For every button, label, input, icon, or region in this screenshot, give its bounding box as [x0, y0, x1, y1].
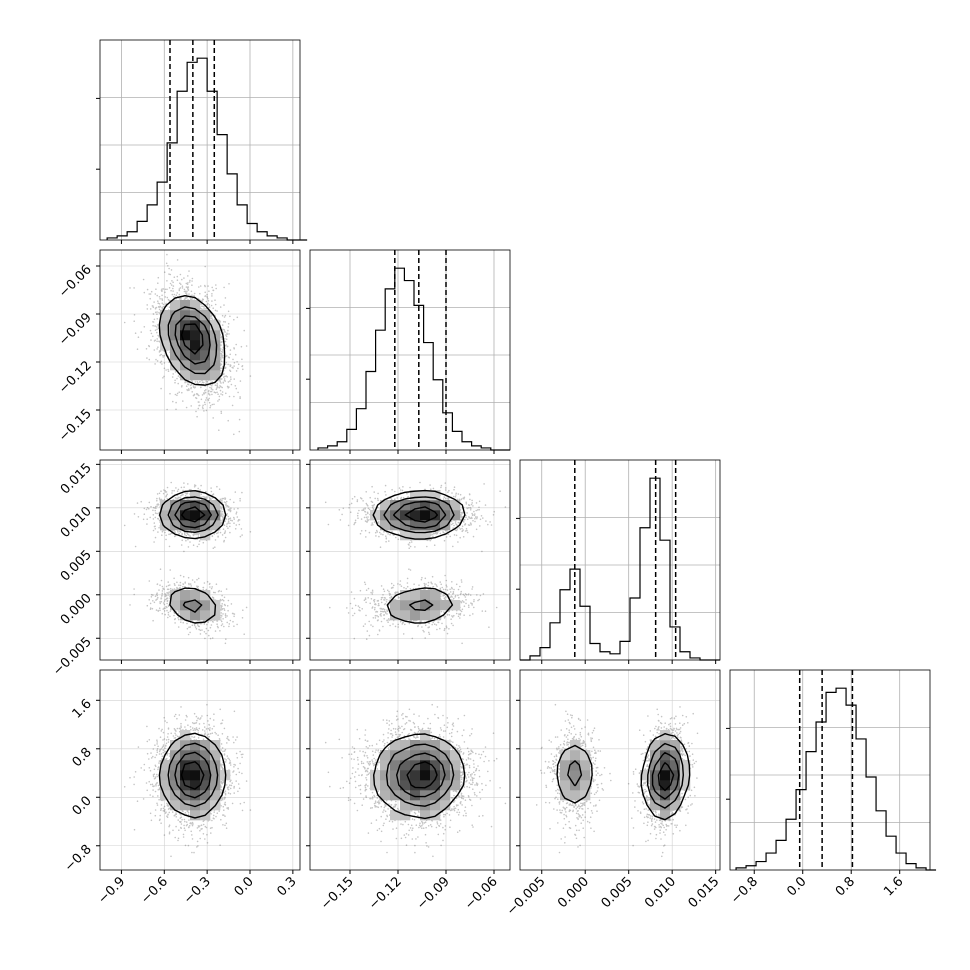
histogram-step: [735, 687, 937, 871]
y-tick-label: 0.010: [58, 504, 95, 541]
contour-line: [567, 742, 684, 809]
x-tick-label: −0.9: [95, 874, 128, 907]
x-tick-label: −0.8: [728, 874, 761, 907]
contour-line: [556, 733, 691, 821]
contour-line: [158, 732, 227, 819]
panel-frame: [519, 459, 721, 661]
contour-line: [174, 751, 212, 799]
density-panel-2-0: [99, 459, 301, 661]
contour-line: [174, 500, 212, 529]
histogram-step: [317, 267, 510, 451]
x-tick-label: −0.3: [181, 874, 214, 907]
contour-line: [159, 490, 227, 624]
contour-line: [393, 500, 447, 529]
x-tick-label: 0.010: [642, 874, 679, 911]
contour-line: [373, 733, 466, 820]
density-panel-2-1: [309, 459, 511, 661]
x-tick-label: 0.005: [599, 874, 636, 911]
panel-frame: [99, 249, 301, 451]
y-tick-label: −0.8: [62, 842, 95, 875]
contour-line: [181, 506, 206, 523]
histogram-panel-2: [516, 459, 721, 661]
y-tick-label: −0.005: [50, 634, 95, 679]
histogram-panel-0: [96, 39, 308, 241]
x-tick-label: −0.005: [504, 874, 549, 919]
y-tick-label: 0.8: [70, 745, 95, 770]
x-tick-label: 0.3: [274, 874, 299, 899]
y-tick-label: 1.6: [70, 697, 95, 722]
y-tick-label: −0.09: [56, 310, 95, 349]
contour-line: [180, 323, 204, 355]
x-tick-label: 0.000: [555, 874, 592, 911]
y-tick-label: −0.15: [56, 406, 95, 445]
density-panel-1-0: [99, 249, 301, 451]
contour-line: [651, 752, 680, 800]
panel-frame: [99, 39, 301, 241]
y-tick-label: 0.000: [58, 591, 95, 628]
density-panel-3-0: [99, 669, 301, 871]
x-tick-label: −0.12: [366, 874, 405, 913]
x-tick-label: 1.6: [881, 874, 906, 899]
contour-line: [385, 743, 455, 807]
contour-line: [396, 752, 446, 798]
contour-line: [657, 762, 675, 792]
contour-line: [167, 742, 219, 808]
x-tick-label: 0.0: [784, 874, 809, 899]
density-panel-3-2: [519, 669, 721, 871]
x-tick-label: −0.06: [462, 874, 501, 913]
contour-line: [174, 315, 211, 365]
x-tick-label: 0.015: [686, 874, 723, 911]
histogram-step: [520, 477, 720, 661]
contour-line: [383, 496, 455, 611]
panel-frame: [309, 459, 511, 661]
histogram-step: [106, 57, 308, 241]
contour-line: [167, 496, 219, 613]
histogram-panel-3: [726, 669, 937, 871]
x-tick-label: −0.09: [414, 874, 453, 913]
y-tick-label: −0.06: [56, 262, 95, 301]
x-tick-label: 0.8: [833, 874, 858, 899]
panel-frame: [309, 669, 511, 871]
panel-frame: [99, 459, 301, 661]
density-panel-3-1: [309, 669, 511, 871]
x-tick-label: −0.6: [138, 874, 171, 907]
panel-frame: [309, 249, 511, 451]
panel-frame: [519, 669, 721, 871]
y-tick-label: −0.12: [56, 358, 95, 397]
x-tick-label: −0.15: [318, 874, 357, 913]
contour-line: [372, 489, 466, 624]
y-tick-label: 0.005: [58, 548, 95, 585]
contour-line: [158, 295, 226, 386]
contour-line: [404, 506, 438, 523]
y-tick-label: 0.0: [70, 793, 95, 818]
contour-line: [167, 306, 218, 375]
contour-line: [180, 761, 205, 790]
y-tick-label: 0.015: [58, 461, 95, 498]
panel-frame: [729, 669, 931, 871]
panel-frame: [99, 669, 301, 871]
histogram-panel-1: [306, 249, 511, 451]
x-tick-label: 0.0: [232, 874, 257, 899]
contour-line: [406, 761, 438, 789]
